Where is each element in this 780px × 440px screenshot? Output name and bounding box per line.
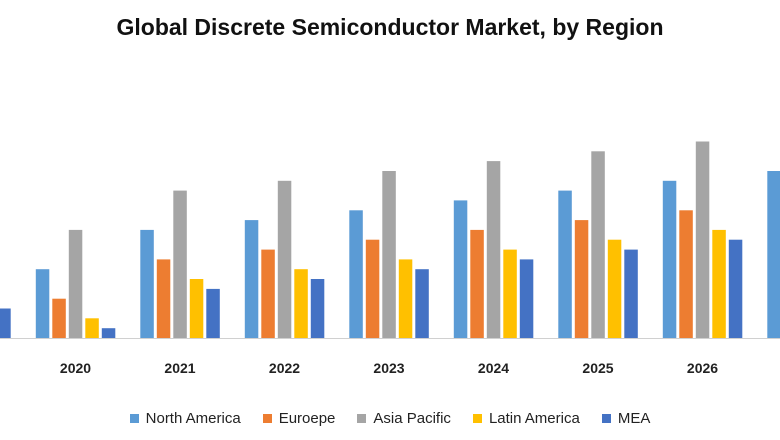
legend-swatch-latin-america bbox=[472, 414, 482, 423]
legend-swatch-mea bbox=[601, 414, 611, 423]
bar-asia-pacific-2021 bbox=[173, 190, 187, 338]
bar-north-america-2025 bbox=[558, 190, 572, 338]
bar-asia-pacific-2025 bbox=[591, 151, 605, 338]
bar-mea-2021 bbox=[206, 288, 220, 338]
bar-north-america-2023 bbox=[349, 210, 363, 338]
bar-euroepe-2023 bbox=[365, 239, 380, 338]
legend-label-north-america: North America bbox=[145, 410, 241, 427]
bar-asia-pacific-2020 bbox=[68, 229, 83, 338]
x-tick-label-2024: 2024 bbox=[478, 360, 509, 376]
bar-asia-pacific-2024 bbox=[486, 161, 501, 338]
legend-label-latin-america: Latin America bbox=[488, 410, 580, 427]
bar-north-america-2027 bbox=[767, 171, 780, 338]
bar-mea-2019 bbox=[0, 308, 11, 338]
bar-euroepe-2022 bbox=[261, 249, 275, 338]
bar-euroepe-2024 bbox=[470, 229, 484, 338]
bar-asia-pacific-2023 bbox=[382, 171, 396, 338]
legend-label-mea: MEA bbox=[617, 410, 651, 427]
bar-latin-america-2024 bbox=[503, 249, 517, 338]
bar-euroepe-2026 bbox=[679, 210, 693, 338]
bar-asia-pacific-2026 bbox=[695, 141, 710, 338]
legend-item-latin-america: Latin America bbox=[472, 410, 580, 427]
legend-label-euroepe: Euroepe bbox=[278, 410, 336, 427]
legend-swatch-north-america bbox=[129, 414, 139, 423]
x-tick-label-2020: 2020 bbox=[60, 360, 91, 376]
bar-latin-america-2022 bbox=[294, 269, 308, 338]
bar-asia-pacific-2022 bbox=[277, 180, 292, 338]
bar-latin-america-2020 bbox=[85, 318, 99, 338]
legend-label-asia-pacific: Asia Pacific bbox=[373, 410, 451, 427]
bar-mea-2024 bbox=[519, 259, 534, 338]
x-tick-label-2022: 2022 bbox=[269, 360, 300, 376]
bar-latin-america-2025 bbox=[607, 239, 622, 338]
bar-euroepe-2021 bbox=[156, 259, 171, 338]
legend-item-euroepe: Euroepe bbox=[262, 410, 336, 427]
bar-north-america-2026 bbox=[662, 180, 677, 338]
bar-north-america-2020 bbox=[35, 269, 50, 338]
bar-north-america-2022 bbox=[244, 220, 259, 338]
bar-mea-2022 bbox=[310, 279, 325, 338]
bar-latin-america-2021 bbox=[189, 279, 204, 338]
bar-north-america-2024 bbox=[453, 200, 468, 338]
legend-item-mea: MEA bbox=[601, 410, 651, 427]
bar-euroepe-2020 bbox=[52, 298, 66, 338]
x-tick-label-2026: 2026 bbox=[687, 360, 718, 376]
bar-euroepe-2025 bbox=[574, 220, 589, 338]
x-tick-label-2021: 2021 bbox=[164, 360, 195, 376]
bar-north-america-2021 bbox=[140, 229, 154, 338]
x-tick-label-2023: 2023 bbox=[373, 360, 404, 376]
bar-mea-2025 bbox=[624, 249, 638, 338]
bar-latin-america-2026 bbox=[712, 229, 726, 338]
legend-item-north-america: North America bbox=[129, 410, 241, 427]
bar-mea-2023 bbox=[415, 269, 429, 338]
legend-item-asia-pacific: Asia Pacific bbox=[357, 410, 451, 427]
x-tick-label-2025: 2025 bbox=[582, 360, 613, 376]
bar-mea-2026 bbox=[728, 239, 743, 338]
bar-latin-america-2023 bbox=[398, 259, 413, 338]
chart-legend: North America Euroepe Asia Pacific Latin Am… bbox=[0, 410, 780, 427]
bar-mea-2020 bbox=[101, 328, 116, 338]
chart-title: Global Discrete Semiconductor Market, by… bbox=[116, 14, 664, 40]
legend-swatch-asia-pacific bbox=[357, 414, 367, 423]
legend-swatch-euroepe bbox=[262, 414, 272, 423]
